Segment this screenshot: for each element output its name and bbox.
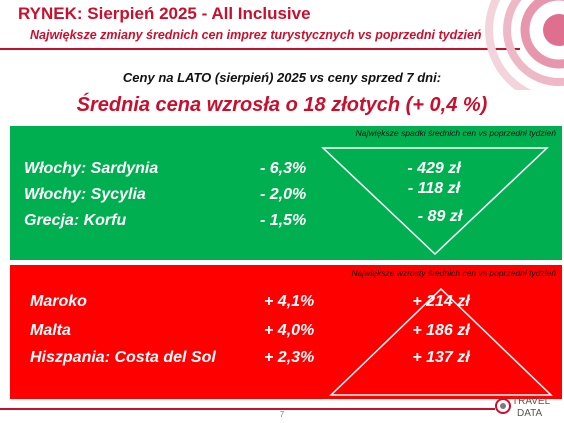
decrease-amount-1: - 429 zł: [407, 160, 461, 177]
increase-percent-3: + 2,3%: [264, 349, 315, 366]
decrease-destination-1: Włochy: Sardynia: [24, 160, 159, 177]
travel-data-logo: TRAVEL DATA: [495, 396, 551, 419]
increase-percent-1: + 4,1%: [264, 293, 315, 310]
slide-subtitle: Największe zmiany średnich cen imprez tu…: [30, 28, 482, 42]
increase-amount-2: + 186 zł: [412, 322, 470, 339]
header-divider: [0, 48, 520, 50]
increase-destination-1: Maroko: [30, 293, 87, 310]
comparison-intro: Ceny na LATO (sierpień) 2025 vs ceny spr…: [122, 70, 442, 85]
increase-percent-2: + 4,0%: [264, 322, 315, 339]
average-price-headline: Średnia cena wzrosła o 18 złotych (+ 0,4…: [76, 94, 488, 116]
decrease-percent-2: - 2,0%: [260, 186, 307, 203]
page-number: 7: [279, 410, 285, 419]
increase-destination-3: Hiszpania: Costa del Sol: [30, 349, 216, 366]
decrease-destination-2: Włochy: Sycylia: [24, 186, 146, 203]
price-decreases-panel: Największe spadki średnich cen vs poprze…: [10, 126, 562, 260]
decrease-percent-3: - 1,5%: [260, 212, 307, 229]
increases-note: Największe wzrosty średnich cen vs poprz…: [351, 268, 556, 278]
slide-title: RYNEK: Sierpień 2025 - All Inclusive: [18, 4, 311, 23]
price-increases-panel: Największe wzrosty średnich cen vs poprz…: [10, 265, 562, 399]
decreases-note: Największe spadki średnich cen vs poprze…: [355, 128, 556, 138]
decrease-amount-3: - 89 zł: [417, 208, 463, 225]
down-triangle-icon: [321, 147, 549, 256]
decrease-amount-2: - 118 zł: [407, 180, 461, 197]
footer-divider: [0, 408, 495, 410]
decrease-destination-3: Grecja: Korfu: [24, 212, 127, 229]
svg-text:TRAVEL: TRAVEL: [512, 396, 551, 407]
increase-amount-1: + 214 zł: [412, 293, 470, 310]
up-triangle-icon: [329, 287, 553, 396]
decorative-circles-icon: [485, 0, 564, 90]
svg-text:DATA: DATA: [517, 408, 543, 419]
increase-destination-2: Malta: [30, 322, 71, 339]
decrease-percent-1: - 6,3%: [260, 160, 307, 177]
increase-amount-3: + 137 zł: [412, 349, 470, 366]
